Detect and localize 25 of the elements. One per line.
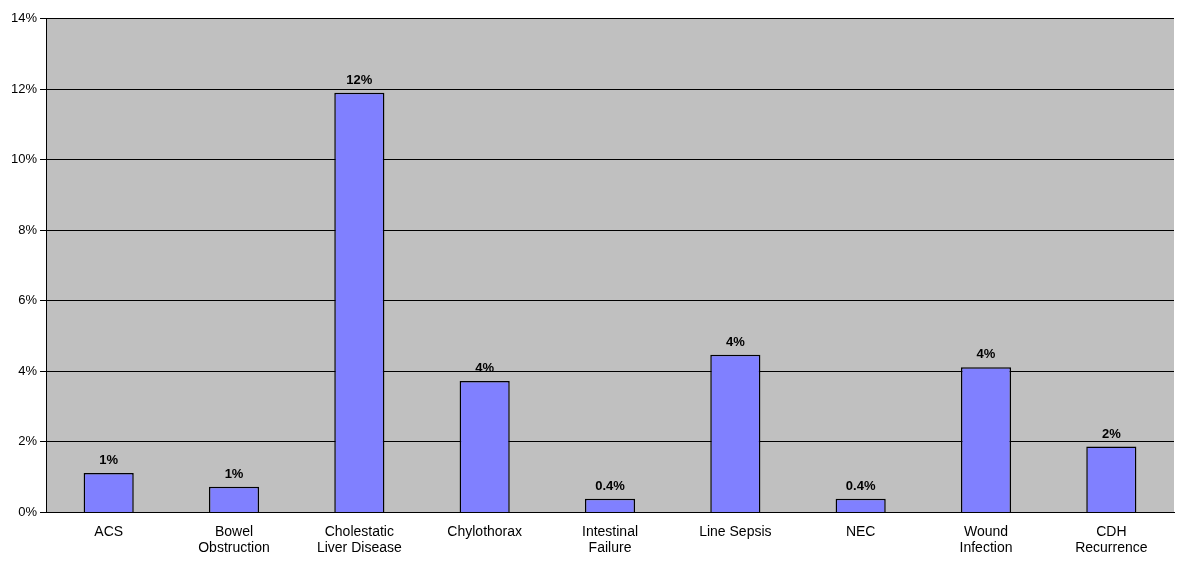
data-label: 12% <box>346 71 373 87</box>
y-tick-label: 14% <box>10 10 38 26</box>
x-tick-label: ACS <box>94 522 124 539</box>
x-tick-label: Line Sepsis <box>699 522 772 539</box>
data-label: 2% <box>1101 425 1122 441</box>
x-tick-label: Cholestatic Liver Disease <box>316 522 402 556</box>
data-label: 1% <box>99 451 119 467</box>
data-label: 1% <box>224 465 244 481</box>
y-tick-label: 10% <box>10 151 38 167</box>
x-tick-label: Wound Infection <box>959 522 1013 556</box>
x-tick-label: Bowel Obstruction <box>198 522 270 556</box>
data-label: 0.4% <box>845 477 876 493</box>
data-label: 4% <box>725 333 746 349</box>
y-tick-label: 2% <box>18 433 38 449</box>
x-tick-label: Chylothorax <box>447 522 523 539</box>
y-tick-label: 8% <box>18 221 38 237</box>
x-tick-label: Intestinal Failure <box>581 522 639 556</box>
y-tick-label: 6% <box>18 292 38 308</box>
data-label: 0.4% <box>595 477 626 493</box>
x-tick-label: NEC <box>845 522 876 539</box>
y-tick-label: 12% <box>10 80 38 96</box>
data-label: 4% <box>976 346 996 362</box>
y-tick-label: 4% <box>18 362 38 378</box>
y-tick-label: 0% <box>18 503 38 519</box>
x-tick-label: CDH Recurrence <box>1075 522 1148 556</box>
